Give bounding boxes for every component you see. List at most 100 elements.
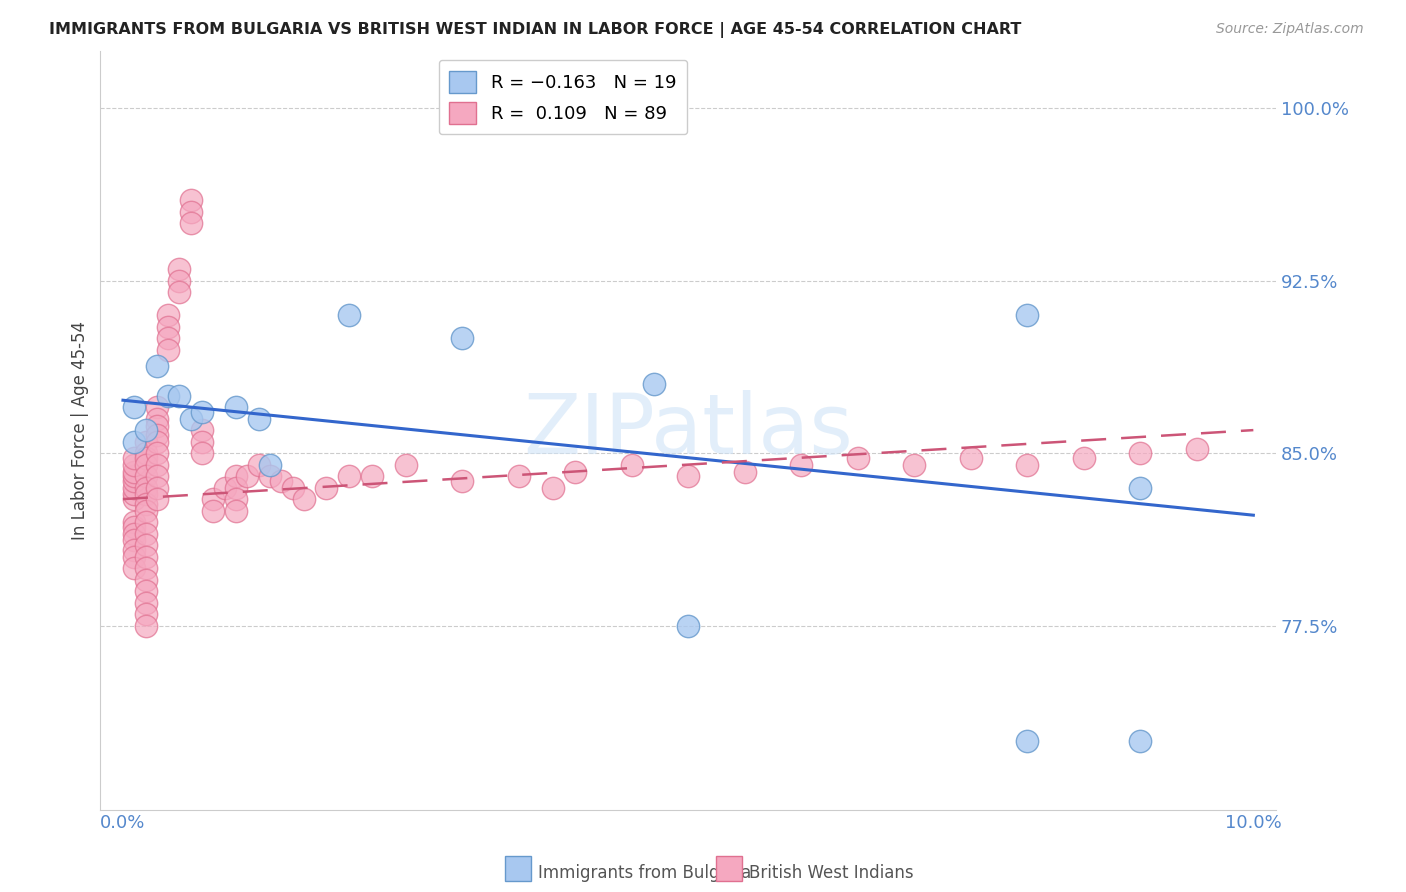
Point xyxy=(315,481,337,495)
Point xyxy=(259,469,281,483)
Point xyxy=(135,561,157,575)
Point xyxy=(146,400,169,414)
Point xyxy=(337,469,360,483)
Point xyxy=(157,308,180,322)
Point xyxy=(292,492,315,507)
Point xyxy=(135,497,157,511)
Text: British West Indians: British West Indians xyxy=(748,864,914,882)
Point xyxy=(564,465,586,479)
Point xyxy=(146,446,169,460)
Point xyxy=(135,538,157,552)
Point xyxy=(122,450,145,465)
Point xyxy=(122,492,145,507)
Point xyxy=(191,405,214,419)
Point xyxy=(135,618,157,632)
Point xyxy=(281,481,304,495)
Point xyxy=(146,434,169,449)
Point xyxy=(135,458,157,472)
Point xyxy=(122,400,145,414)
Point xyxy=(236,469,259,483)
Point xyxy=(122,434,145,449)
Point xyxy=(225,492,247,507)
Point xyxy=(247,411,270,425)
Point xyxy=(451,474,474,488)
Point xyxy=(122,526,145,541)
Point xyxy=(157,343,180,357)
Point xyxy=(146,469,169,483)
Point xyxy=(146,481,169,495)
Point xyxy=(122,561,145,575)
Point xyxy=(157,319,180,334)
Point xyxy=(122,549,145,564)
Point xyxy=(191,423,214,437)
Point xyxy=(734,465,756,479)
Point xyxy=(122,469,145,483)
Point xyxy=(1129,481,1152,495)
Point xyxy=(202,492,225,507)
Point xyxy=(135,469,157,483)
Point xyxy=(122,481,145,495)
Point xyxy=(135,481,157,495)
Point xyxy=(122,519,145,533)
Point xyxy=(225,469,247,483)
Point xyxy=(643,377,665,392)
Point xyxy=(146,411,169,425)
Point xyxy=(135,607,157,621)
Point xyxy=(135,487,157,501)
Point xyxy=(191,434,214,449)
Point xyxy=(122,487,145,501)
Point xyxy=(451,331,474,345)
Point xyxy=(122,515,145,529)
Point xyxy=(146,427,169,442)
Point xyxy=(169,285,191,300)
Point xyxy=(169,389,191,403)
Text: Source: ZipAtlas.com: Source: ZipAtlas.com xyxy=(1216,22,1364,37)
Point xyxy=(135,450,157,465)
Point xyxy=(135,434,157,449)
Point xyxy=(202,503,225,517)
Legend: R = −0.163   N = 19, R =  0.109   N = 89: R = −0.163 N = 19, R = 0.109 N = 89 xyxy=(439,60,688,135)
Point xyxy=(122,542,145,557)
Point xyxy=(1017,308,1039,322)
Point xyxy=(146,418,169,433)
Point xyxy=(959,450,981,465)
Point xyxy=(180,216,202,230)
Point xyxy=(146,359,169,373)
Point xyxy=(157,331,180,345)
Point xyxy=(135,526,157,541)
Point xyxy=(180,411,202,425)
Point xyxy=(135,573,157,587)
Point xyxy=(1017,733,1039,747)
Point xyxy=(790,458,813,472)
Point xyxy=(122,533,145,548)
Point xyxy=(169,262,191,277)
Point xyxy=(225,481,247,495)
Point xyxy=(135,515,157,529)
Point xyxy=(1129,446,1152,460)
Point xyxy=(135,503,157,517)
Point xyxy=(259,458,281,472)
Point xyxy=(676,469,699,483)
Point xyxy=(135,446,157,460)
Point xyxy=(1073,450,1095,465)
Point xyxy=(146,492,169,507)
Point xyxy=(620,458,643,472)
Point xyxy=(191,446,214,460)
Point xyxy=(135,584,157,599)
Y-axis label: In Labor Force | Age 45-54: In Labor Force | Age 45-54 xyxy=(72,320,89,540)
Point xyxy=(337,308,360,322)
Point xyxy=(1017,458,1039,472)
Point xyxy=(846,450,869,465)
Point xyxy=(394,458,416,472)
Point xyxy=(157,389,180,403)
Point xyxy=(360,469,382,483)
Point xyxy=(676,618,699,632)
Point xyxy=(135,423,157,437)
Point xyxy=(541,481,564,495)
Point xyxy=(169,274,191,288)
Point xyxy=(508,469,530,483)
Point xyxy=(903,458,925,472)
Point xyxy=(135,549,157,564)
Point xyxy=(135,596,157,610)
Point xyxy=(1185,442,1208,456)
